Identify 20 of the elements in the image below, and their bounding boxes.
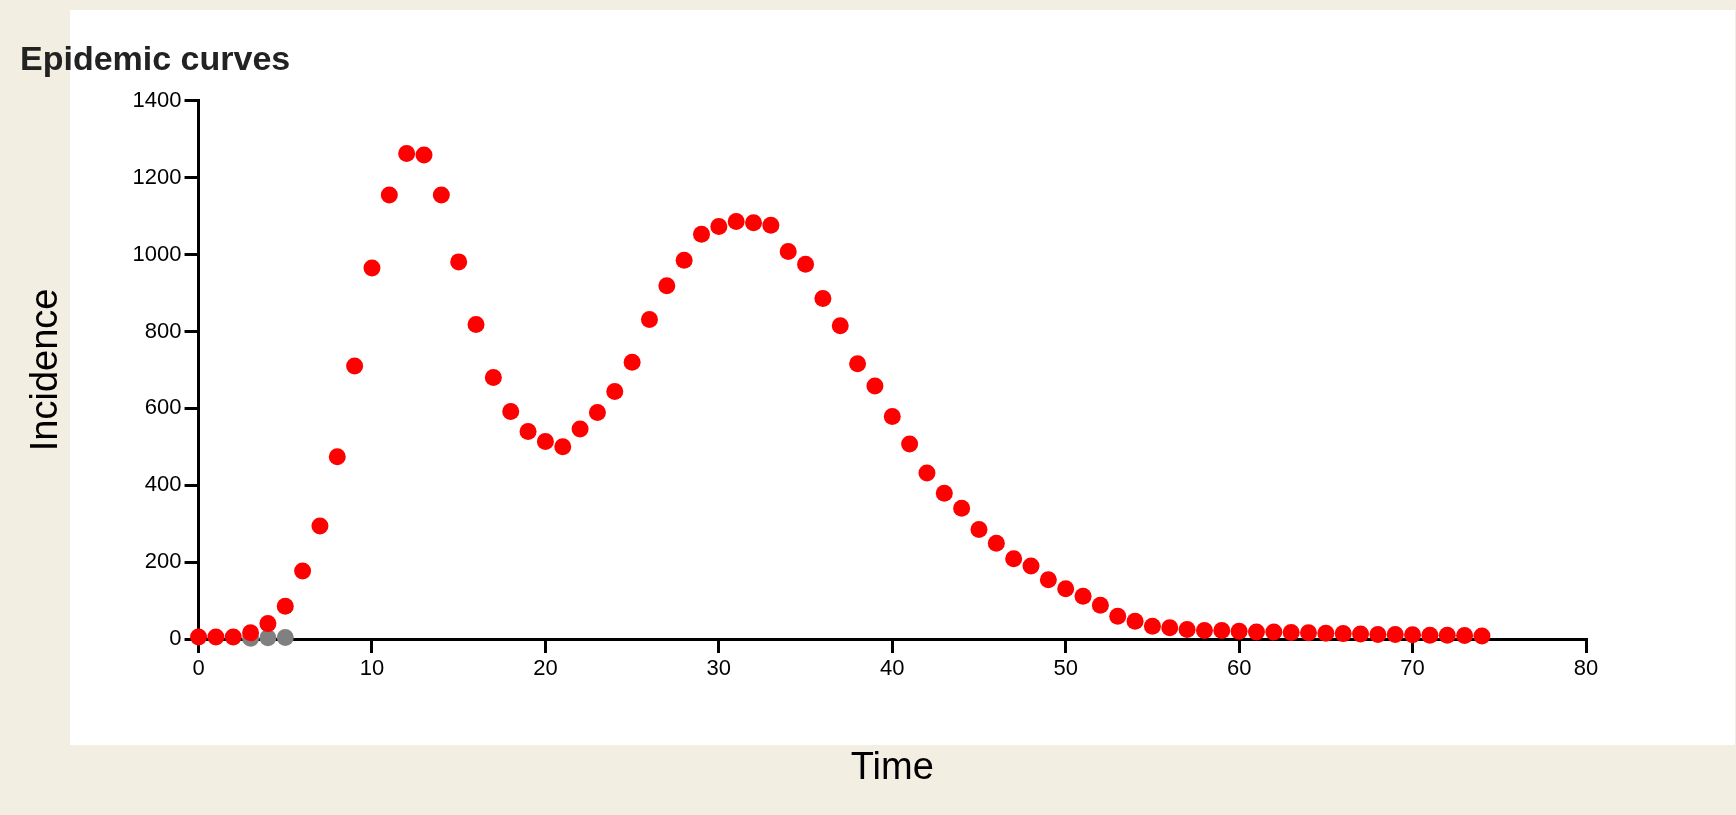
chart-title: Epidemic curves [20,38,291,77]
x-tick-label: 60 [1226,655,1252,681]
x-tick-label: 40 [880,655,905,681]
x-tick-label: 70 [1400,655,1425,681]
x-tick-label: 30 [706,655,732,681]
x-tick-label: 80 [1573,655,1599,681]
y-tick-label: 0 [169,625,182,651]
y-axis-title: Incidence [23,288,66,452]
x-tick-label: 10 [359,655,385,681]
y-tick-label: 800 [144,317,182,343]
y-tick-label: 200 [144,548,182,574]
y-tick-label: 1200 [132,163,182,189]
x-axis-title: Time [850,744,934,787]
x-tick-label: 50 [1053,655,1078,681]
x-tick-label: 0 [192,655,205,681]
y-tick-label: 1400 [132,86,182,112]
y-tick-label: 1000 [132,240,182,266]
y-tick-label: 600 [144,394,182,420]
x-tick-label: 20 [533,655,558,681]
y-tick-label: 400 [144,471,182,497]
